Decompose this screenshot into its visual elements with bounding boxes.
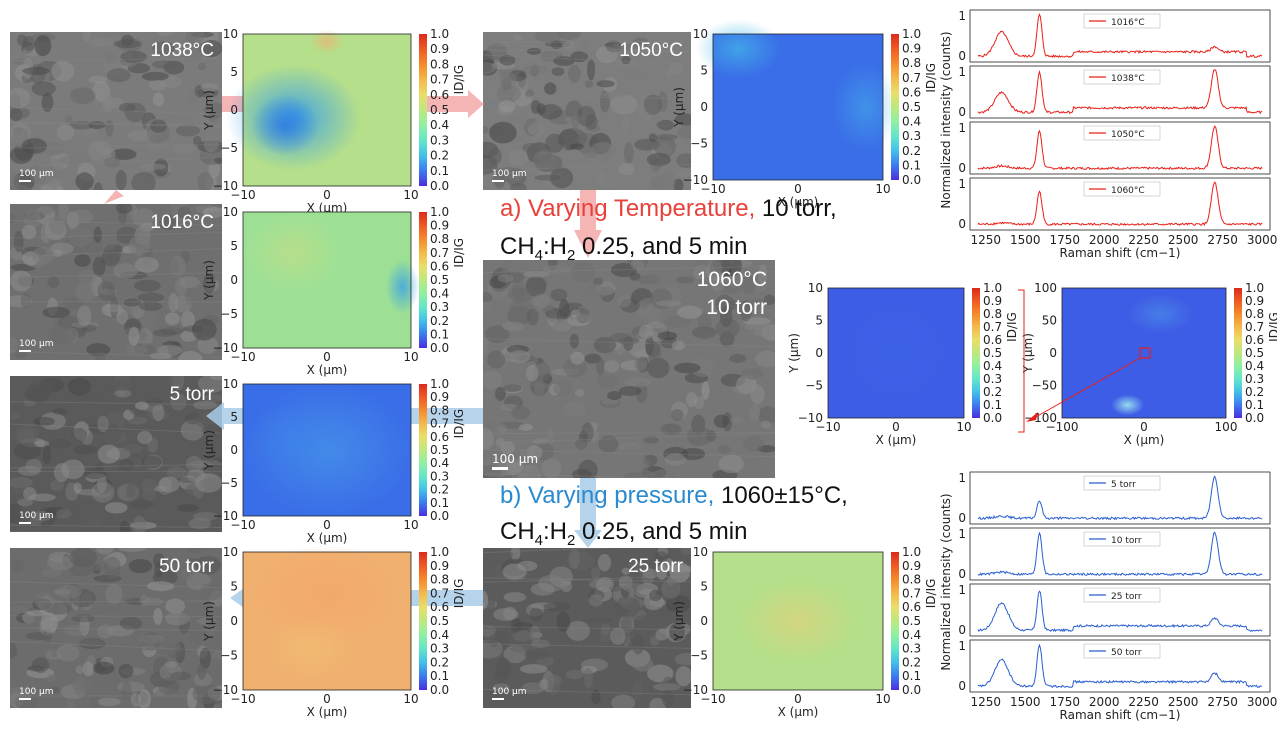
legend-label: 10 torr	[1111, 536, 1142, 546]
spectrum-ytick: 1	[958, 583, 966, 597]
spectrum-xtick: 1500	[1010, 695, 1041, 709]
legend-label: 25 torr	[1111, 592, 1142, 602]
spectrum-xlabel: Raman shift (cm−1)	[1060, 708, 1181, 722]
legend-label: 1016°C	[1111, 18, 1145, 28]
spectrum-xtick: 1250	[971, 233, 1002, 247]
spectrum-ytick: 1	[958, 471, 966, 485]
spectrum-xtick: 1250	[971, 695, 1002, 709]
spectrum-xtick: 2000	[1089, 695, 1120, 709]
spectrum-ytick: 1	[958, 121, 966, 135]
spectrum-ytick: 0	[958, 679, 966, 693]
spectrum-xtick: 2500	[1168, 695, 1199, 709]
legend-label: 1050°C	[1111, 130, 1145, 140]
spectra-plot: 1 0 5 torr 1 0 10 torr 1 0 25 torr 1 0 50 torr 1250 1…	[940, 472, 1277, 732]
spectrum-xtick: 1750	[1049, 695, 1080, 709]
spectrum-ytick: 1	[958, 65, 966, 79]
spectrum-xtick: 2500	[1168, 233, 1199, 247]
spectra-plot: 1 0 1016°C 1 0 1038°C 1 0 1050°C 1 0 1060°C 1250 1500…	[940, 10, 1277, 270]
spectrum-ylabel: Normalized intensity (counts)	[939, 31, 953, 208]
legend-label: 50 torr	[1111, 648, 1142, 658]
spectrum-xtick: 1500	[1010, 233, 1041, 247]
spectrum-xtick: 3000	[1247, 233, 1277, 247]
spectrum-xtick: 2250	[1128, 233, 1159, 247]
spectrum-ytick: 0	[958, 49, 966, 63]
legend-label: 1038°C	[1111, 74, 1145, 84]
spectrum-ytick: 0	[958, 567, 966, 581]
spectrum-ytick: 1	[958, 177, 966, 191]
spectrum-xtick: 2750	[1207, 695, 1238, 709]
spectrum-ytick: 0	[958, 217, 966, 231]
spectrum-ytick: 0	[958, 105, 966, 119]
spectrum-ylabel: Normalized intensity (counts)	[939, 493, 953, 670]
spectrum-ytick: 1	[958, 527, 966, 541]
spectrum-ytick: 1	[958, 9, 966, 23]
spectrum-xlabel: Raman shift (cm−1)	[1060, 246, 1181, 260]
spectrum-xtick: 1750	[1049, 233, 1080, 247]
spectrum-ytick: 0	[958, 511, 966, 525]
legend-label: 1060°C	[1111, 186, 1145, 196]
spectrum-xtick: 2750	[1207, 233, 1238, 247]
spectrum-xtick: 2000	[1089, 233, 1120, 247]
legend-label: 5 torr	[1111, 480, 1136, 490]
spectrum-ytick: 0	[958, 623, 966, 637]
spectrum-ytick: 0	[958, 161, 966, 175]
spectrum-xtick: 2250	[1128, 695, 1159, 709]
spectrum-xtick: 3000	[1247, 695, 1277, 709]
spectrum-ytick: 1	[958, 639, 966, 653]
